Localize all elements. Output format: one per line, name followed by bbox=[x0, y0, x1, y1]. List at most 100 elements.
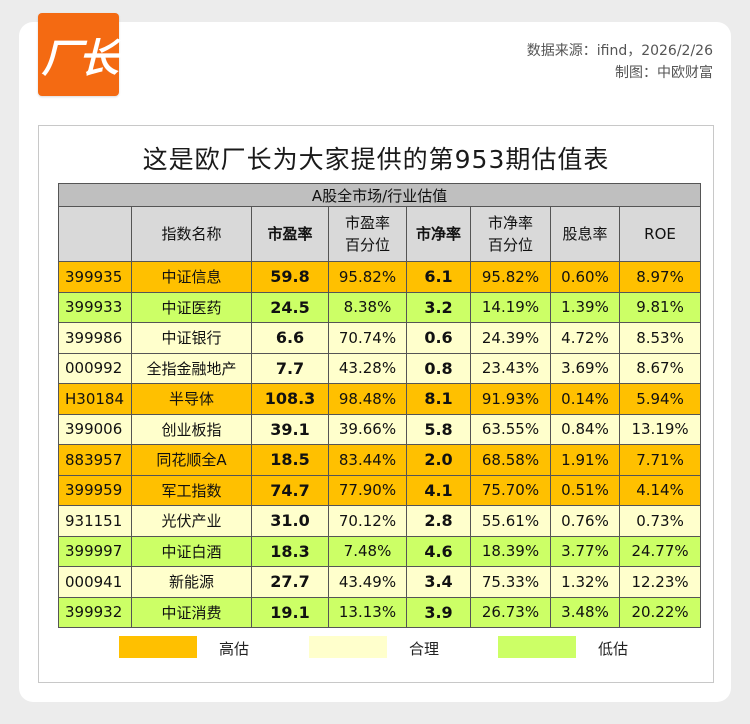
cell-pb-percentile: 55.61% bbox=[470, 505, 551, 537]
cell-pb: 5.8 bbox=[406, 413, 471, 445]
col-header-pe-percentile: 市盈率 百分位 bbox=[328, 206, 407, 262]
cell-pb: 0.6 bbox=[406, 322, 471, 354]
cell-pb-percentile: 24.39% bbox=[470, 322, 551, 354]
table-row: 399006 创业板指 39.1 39.66% 5.8 63.55% 0.84% 13.19% bbox=[58, 413, 702, 445]
table-row: 399932 中证消费 19.1 13.13% 3.9 26.73% 3.48% 20.22% bbox=[58, 596, 702, 628]
cell-code: 399997 bbox=[58, 535, 132, 567]
cell-pe-percentile: 43.28% bbox=[328, 352, 407, 384]
cell-code: 883957 bbox=[58, 444, 132, 476]
cell-pe: 39.1 bbox=[251, 413, 329, 445]
cell-code: 000992 bbox=[58, 352, 132, 384]
cell-roe: 8.97% bbox=[618, 261, 702, 293]
cell-pe: 18.3 bbox=[251, 535, 329, 567]
brand-logo: 厂长 bbox=[38, 13, 119, 96]
cell-roe: 8.53% bbox=[618, 322, 702, 354]
cell-pb-percentile: 75.70% bbox=[470, 474, 551, 506]
cell-pe: 6.6 bbox=[251, 322, 329, 354]
cell-pe-percentile: 43.49% bbox=[328, 566, 407, 598]
table-row: 399997 中证白酒 18.3 7.48% 4.6 18.39% 3.77% 24.77% bbox=[58, 535, 702, 567]
cell-pe-percentile: 77.90% bbox=[328, 474, 407, 506]
cell-dividend: 1.39% bbox=[550, 291, 620, 323]
data-source-line: 数据来源：ifind，2026/2/26 bbox=[526, 43, 713, 59]
col-header-pe: 市盈率 bbox=[251, 206, 329, 262]
cell-code: 931151 bbox=[58, 505, 132, 537]
table-row: 000941 新能源 27.7 43.49% 3.4 75.33% 1.32% 12.23% bbox=[58, 566, 702, 598]
cell-dividend: 0.84% bbox=[550, 413, 620, 445]
cell-roe: 20.22% bbox=[618, 596, 702, 628]
cell-code: 399932 bbox=[58, 596, 132, 628]
cell-pe-percentile: 8.38% bbox=[328, 291, 407, 323]
cell-roe: 9.81% bbox=[618, 291, 702, 323]
cell-roe: 0.73% bbox=[618, 505, 702, 537]
legend-swatch-high bbox=[119, 636, 197, 658]
cell-roe: 12.23% bbox=[618, 566, 702, 598]
table-row: 000992 全指金融地产 7.7 43.28% 0.8 23.43% 3.69% 8.67% bbox=[58, 352, 702, 384]
cell-pb-percentile: 14.19% bbox=[470, 291, 551, 323]
cell-name: 军工指数 bbox=[131, 474, 252, 506]
table-row: 931151 光伏产业 31.0 70.12% 2.8 55.61% 0.76% 0.73% bbox=[58, 505, 702, 537]
cell-dividend: 0.51% bbox=[550, 474, 620, 506]
cell-pe: 108.3 bbox=[251, 383, 329, 415]
cell-name: 中证白酒 bbox=[131, 535, 252, 567]
cell-pb-percentile: 68.58% bbox=[470, 444, 551, 476]
cell-code: 399986 bbox=[58, 322, 132, 354]
legend-swatch-low bbox=[498, 636, 576, 658]
table-row: 399935 中证信息 59.8 95.82% 6.1 95.82% 0.60% 8.97% bbox=[58, 261, 702, 293]
page-title: 这是欧厂长为大家提供的第953期估值表 bbox=[142, 145, 610, 174]
cell-pb-percentile: 23.43% bbox=[470, 352, 551, 384]
cell-dividend: 0.76% bbox=[550, 505, 620, 537]
col-header-roe: ROE bbox=[618, 206, 702, 262]
legend: 高估 合理 低估 bbox=[39, 636, 713, 660]
cell-pe-percentile: 83.44% bbox=[328, 444, 407, 476]
cell-dividend: 3.69% bbox=[550, 352, 620, 384]
cell-dividend: 0.14% bbox=[550, 383, 620, 415]
cell-dividend: 1.91% bbox=[550, 444, 620, 476]
cell-name: 中证消费 bbox=[131, 596, 252, 628]
cell-pe: 31.0 bbox=[251, 505, 329, 537]
cell-pb: 2.8 bbox=[406, 505, 471, 537]
cell-pe-percentile: 13.13% bbox=[328, 596, 407, 628]
cell-roe: 24.77% bbox=[618, 535, 702, 567]
cell-code: 399935 bbox=[58, 261, 132, 293]
legend-label-low: 低估 bbox=[598, 640, 629, 658]
cell-roe: 7.71% bbox=[618, 444, 702, 476]
table-row: 399933 中证医药 24.5 8.38% 3.2 14.19% 1.39% 9.81% bbox=[58, 291, 702, 323]
col-header-pb-percentile: 市净率 百分位 bbox=[470, 206, 551, 262]
cell-pe: 19.1 bbox=[251, 596, 329, 628]
cell-dividend: 3.48% bbox=[550, 596, 620, 628]
col-header-dividend: 股息率 bbox=[550, 206, 620, 262]
cell-name: 全指金融地产 bbox=[131, 352, 252, 384]
cell-roe: 4.14% bbox=[618, 474, 702, 506]
cell-pb-percentile: 18.39% bbox=[470, 535, 551, 567]
cell-dividend: 4.72% bbox=[550, 322, 620, 354]
cell-pb: 2.0 bbox=[406, 444, 471, 476]
cell-code: H30184 bbox=[58, 383, 132, 415]
table-group-header: A股全市场/行业估值 bbox=[57, 183, 702, 207]
cell-pb-percentile: 26.73% bbox=[470, 596, 551, 628]
logo-text: 厂长 bbox=[41, 35, 119, 82]
cell-name: 半导体 bbox=[131, 383, 252, 415]
cell-code: 399959 bbox=[58, 474, 132, 506]
legend-label-high: 高估 bbox=[219, 640, 250, 658]
col-header-code bbox=[58, 206, 132, 262]
cell-pe-percentile: 39.66% bbox=[328, 413, 407, 445]
cell-pb-percentile: 95.82% bbox=[470, 261, 551, 293]
cell-name: 同花顺全A bbox=[131, 444, 252, 476]
cell-pe: 74.7 bbox=[251, 474, 329, 506]
cell-code: 399006 bbox=[58, 413, 132, 445]
author-line: 制图：中欧财富 bbox=[615, 65, 713, 81]
cell-name: 光伏产业 bbox=[131, 505, 252, 537]
cell-pe-percentile: 70.74% bbox=[328, 322, 407, 354]
cell-code: 399933 bbox=[58, 291, 132, 323]
col-header-name: 指数名称 bbox=[131, 206, 252, 262]
cell-pb-percentile: 91.93% bbox=[470, 383, 551, 415]
cell-pb-percentile: 75.33% bbox=[470, 566, 551, 598]
cell-dividend: 1.32% bbox=[550, 566, 620, 598]
cell-pe: 18.5 bbox=[251, 444, 329, 476]
cell-pb: 3.4 bbox=[406, 566, 471, 598]
cell-pb: 4.1 bbox=[406, 474, 471, 506]
cell-roe: 5.94% bbox=[618, 383, 702, 415]
cell-name: 中证银行 bbox=[131, 322, 252, 354]
cell-pe-percentile: 95.82% bbox=[328, 261, 407, 293]
cell-pe-percentile: 7.48% bbox=[328, 535, 407, 567]
